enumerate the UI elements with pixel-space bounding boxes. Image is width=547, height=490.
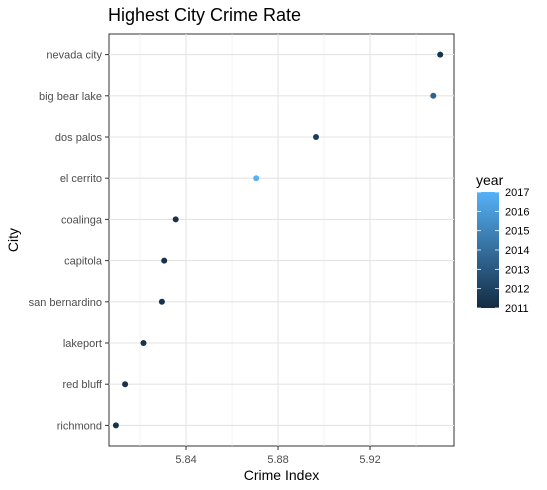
y-tick-label: el cerrito bbox=[60, 173, 102, 185]
legend: year 2017 2016 2015 2014 2013 2012 2011 bbox=[476, 172, 529, 315]
data-point bbox=[253, 175, 260, 182]
legend-tick-label: 2013 bbox=[505, 264, 529, 276]
legend-colorbar bbox=[477, 192, 499, 308]
chart-title: Highest City Crime Rate bbox=[108, 5, 301, 25]
data-point bbox=[112, 422, 119, 429]
legend-title: year bbox=[476, 172, 504, 188]
y-tick-label: san bernardino bbox=[29, 297, 102, 309]
legend-tick-label: 2016 bbox=[505, 206, 529, 218]
data-point bbox=[437, 51, 444, 58]
legend-tick-label: 2015 bbox=[505, 226, 529, 238]
y-tick-label: lakeport bbox=[63, 338, 102, 350]
data-points bbox=[112, 51, 444, 429]
x-tick-label: 5.88 bbox=[267, 454, 288, 466]
legend-tick-label: 2017 bbox=[505, 187, 529, 199]
y-tick-label: dos palos bbox=[55, 132, 103, 144]
x-axis-label: Crime Index bbox=[244, 467, 319, 483]
data-point bbox=[158, 298, 165, 305]
y-axis-label: City bbox=[5, 228, 21, 252]
data-point bbox=[172, 216, 179, 223]
y-tick-label: capitola bbox=[64, 256, 103, 268]
legend-ticks: 2017 2016 2015 2014 2013 2012 2011 bbox=[477, 187, 529, 315]
x-axis-ticks: 5.84 5.88 5.92 bbox=[175, 446, 381, 466]
x-tick-label: 5.92 bbox=[359, 454, 380, 466]
plot-panel bbox=[108, 33, 455, 447]
data-point bbox=[122, 381, 129, 388]
legend-tick-label: 2011 bbox=[505, 303, 529, 315]
y-tick-label: nevada city bbox=[46, 50, 102, 62]
legend-tick-label: 2012 bbox=[505, 284, 529, 296]
y-tick-label: red bluff bbox=[62, 379, 102, 391]
legend-tick-label: 2014 bbox=[505, 245, 529, 257]
data-point bbox=[140, 340, 147, 346]
data-point bbox=[313, 134, 319, 140]
y-axis-ticks: nevada city big bear lake dos palos el cerr… bbox=[29, 50, 109, 432]
x-tick-label: 5.84 bbox=[175, 454, 196, 466]
data-point bbox=[161, 257, 168, 264]
y-tick-label: coalinga bbox=[61, 214, 103, 226]
y-tick-label: richmond bbox=[57, 420, 102, 432]
data-point bbox=[430, 92, 437, 99]
y-tick-label: big bear lake bbox=[39, 91, 102, 103]
